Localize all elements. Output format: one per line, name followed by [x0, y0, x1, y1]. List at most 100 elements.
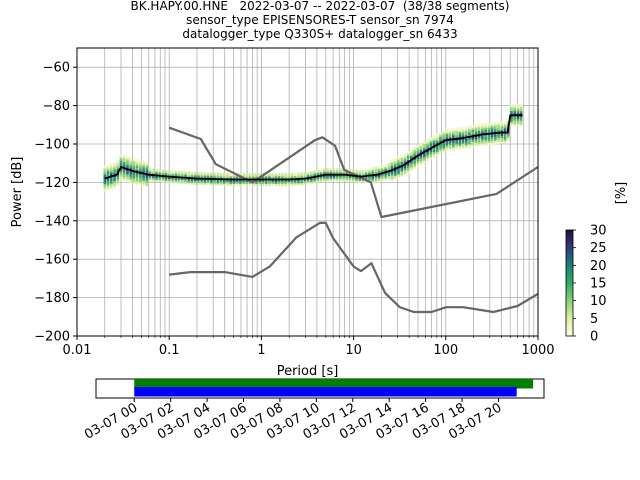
density-cell [516, 115, 520, 119]
density-cell [168, 176, 171, 180]
density-cell [277, 173, 281, 177]
density-cell [397, 175, 400, 179]
density-cell [458, 131, 462, 135]
x-tick-label: 100 [433, 343, 458, 358]
density-cell [164, 175, 168, 179]
density-cell [397, 163, 400, 168]
y-tick-label: −60 [43, 61, 70, 76]
density-cell [387, 176, 391, 180]
density-cell [400, 166, 404, 170]
chart-title-line-3: datalogger_type Q330S+ datalogger_sn 643… [182, 27, 458, 41]
density-cell [490, 133, 494, 137]
density-cell [126, 177, 129, 181]
density-cell [106, 174, 110, 178]
density-cell [390, 176, 394, 180]
density-cell [129, 160, 132, 165]
density-cell [448, 147, 452, 151]
density-cell [393, 174, 397, 179]
density-cell [106, 172, 110, 176]
density-cell [319, 171, 323, 175]
density-cell [490, 129, 494, 134]
density-cell [352, 175, 355, 179]
density-cell [494, 135, 497, 139]
density-cell [200, 172, 203, 176]
density-cell [132, 177, 136, 181]
density-cell [429, 137, 433, 141]
density-cell [464, 145, 468, 149]
density-cell [206, 180, 210, 184]
density-cell [126, 163, 129, 167]
density-cell [322, 170, 326, 174]
density-cell [342, 172, 345, 176]
density-cell [397, 171, 400, 175]
density-cell [332, 170, 336, 174]
density-cell [174, 178, 178, 182]
density-cell [151, 172, 155, 176]
psd-density-cloud [103, 104, 523, 192]
density-cell [129, 172, 132, 176]
density-cell [106, 183, 110, 187]
density-cell [423, 144, 426, 148]
density-cell [384, 165, 387, 170]
density-cell [461, 140, 465, 144]
density-cell [484, 124, 487, 129]
density-cell [177, 176, 181, 180]
density-cell [297, 172, 300, 176]
density-cell [132, 163, 136, 168]
density-cell [416, 146, 420, 150]
density-cell [442, 133, 445, 138]
density-cell [322, 178, 326, 182]
y-tick-label: −180 [34, 291, 70, 306]
density-cell [364, 175, 368, 179]
density-cell [490, 124, 494, 128]
density-cell [119, 154, 123, 158]
density-cell [390, 162, 394, 167]
density-cell [197, 174, 200, 178]
density-cell [310, 180, 313, 184]
density-cell [229, 174, 233, 179]
density-cell [103, 178, 107, 183]
density-cell [187, 175, 191, 179]
density-cell [322, 172, 326, 176]
density-cell [503, 125, 507, 129]
density-cell [494, 123, 497, 128]
density-cell [293, 182, 297, 186]
density-cell [348, 174, 352, 178]
density-cell [464, 143, 468, 147]
x-tick-label: 1 [257, 343, 265, 358]
density-cell [339, 172, 342, 176]
density-cell [113, 170, 116, 174]
density-cell [132, 173, 136, 177]
density-cell [361, 170, 365, 174]
density-cell [400, 174, 404, 178]
density-cell [187, 181, 191, 185]
density-cell [297, 180, 300, 184]
density-cell [519, 117, 523, 121]
density-cell [222, 178, 226, 182]
density-cell [116, 159, 120, 164]
density-cell [255, 175, 258, 179]
density-cell [148, 168, 152, 172]
density-cell [368, 169, 371, 173]
density-cell [355, 175, 358, 179]
density-cell [390, 158, 394, 163]
density-cell [371, 178, 374, 182]
x-tick-label: 0.1 [159, 343, 180, 358]
x-tick-label: 1000 [521, 343, 554, 358]
density-cell [184, 171, 187, 175]
density-cell [445, 136, 449, 140]
density-cell [416, 156, 420, 160]
density-cell [445, 134, 449, 138]
density-cell [432, 143, 436, 147]
density-cell [442, 137, 445, 142]
density-cell [281, 175, 284, 179]
density-cell [471, 136, 475, 140]
density-cell [290, 172, 294, 177]
density-cell [487, 124, 491, 128]
density-cell [358, 170, 362, 174]
density-cell [126, 171, 129, 175]
density-cell [400, 156, 404, 160]
density-cell [494, 133, 497, 137]
density-cell [110, 176, 113, 181]
